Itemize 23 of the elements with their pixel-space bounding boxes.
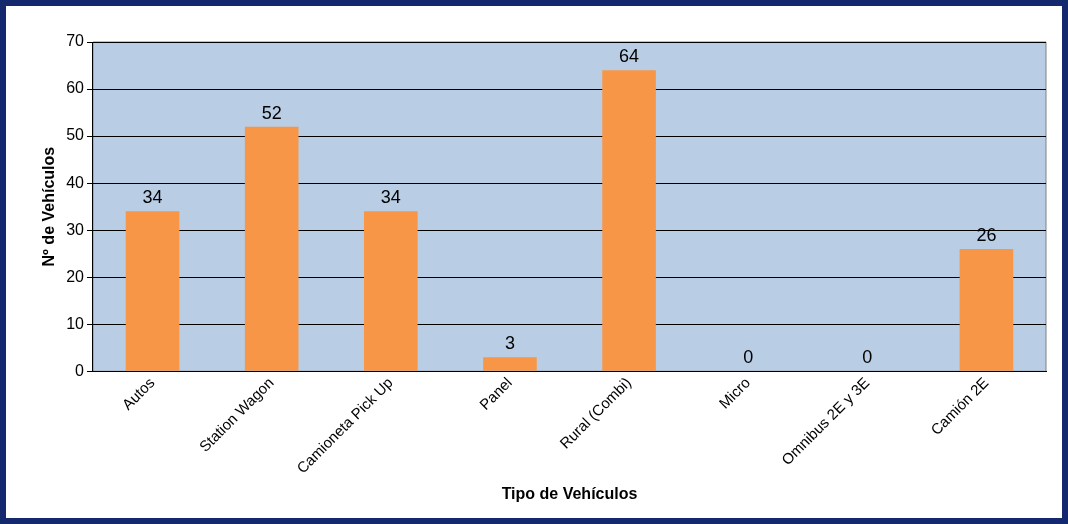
data-label: 34 (380, 187, 401, 208)
x-axis-title: Tipo de Vehículos (501, 484, 638, 502)
data-label: 64 (619, 46, 640, 67)
y-tick-label: 20 (66, 267, 85, 285)
data-label: 0 (862, 347, 873, 368)
y-tick-label: 0 (75, 361, 85, 379)
bar (602, 70, 656, 371)
data-label: 34 (142, 187, 163, 208)
y-tick-label: 30 (66, 220, 85, 238)
bar (483, 357, 537, 371)
y-tick-label: 40 (66, 173, 85, 191)
y-axis-title: Nº de Vehículos (40, 146, 58, 267)
y-tick-label: 50 (66, 126, 85, 144)
y-tick-label: 60 (66, 79, 85, 97)
bar (364, 211, 418, 371)
bar (244, 126, 299, 371)
bar (959, 248, 1014, 371)
data-label: 0 (743, 347, 754, 368)
y-tick-label: 10 (66, 314, 85, 332)
data-label: 52 (261, 102, 282, 123)
y-tick-label: 70 (66, 32, 85, 50)
data-label: 3 (504, 333, 515, 354)
bar (125, 211, 180, 371)
